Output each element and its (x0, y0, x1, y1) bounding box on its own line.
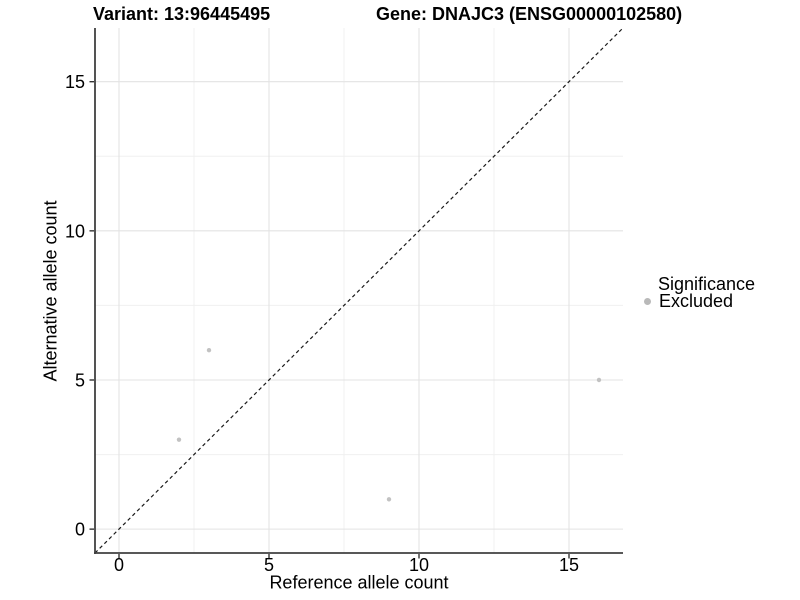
x-axis-label: Reference allele count (269, 572, 449, 593)
data-point (176, 437, 182, 442)
y-tick-label: 0 (75, 520, 85, 540)
variant-title: Variant: 13:96445495 (93, 4, 271, 24)
legend-title: Significance (658, 274, 756, 294)
data-point (206, 347, 212, 353)
x-tick-label: 5 (264, 555, 274, 575)
point-key-icon (644, 297, 651, 305)
y-tick-label: 10 (65, 221, 85, 241)
data-point (386, 497, 392, 502)
x-tick-label: 0 (114, 555, 124, 575)
legend-item-excluded: Excluded (640, 291, 733, 311)
y-tick-label: 5 (75, 370, 85, 390)
legend-item-label: Excluded (659, 291, 734, 311)
x-tick-label: 15 (559, 555, 579, 575)
data-point (596, 377, 602, 383)
identity-dashed-line (94, 27, 624, 554)
x-tick-label: 10 (409, 555, 429, 575)
gene-title: Gene: DNAJC3 (ENSG00000102580) (376, 4, 683, 24)
y-tick-label: 15 (65, 72, 85, 92)
y-axis-label: Alternative allele count (40, 200, 61, 382)
